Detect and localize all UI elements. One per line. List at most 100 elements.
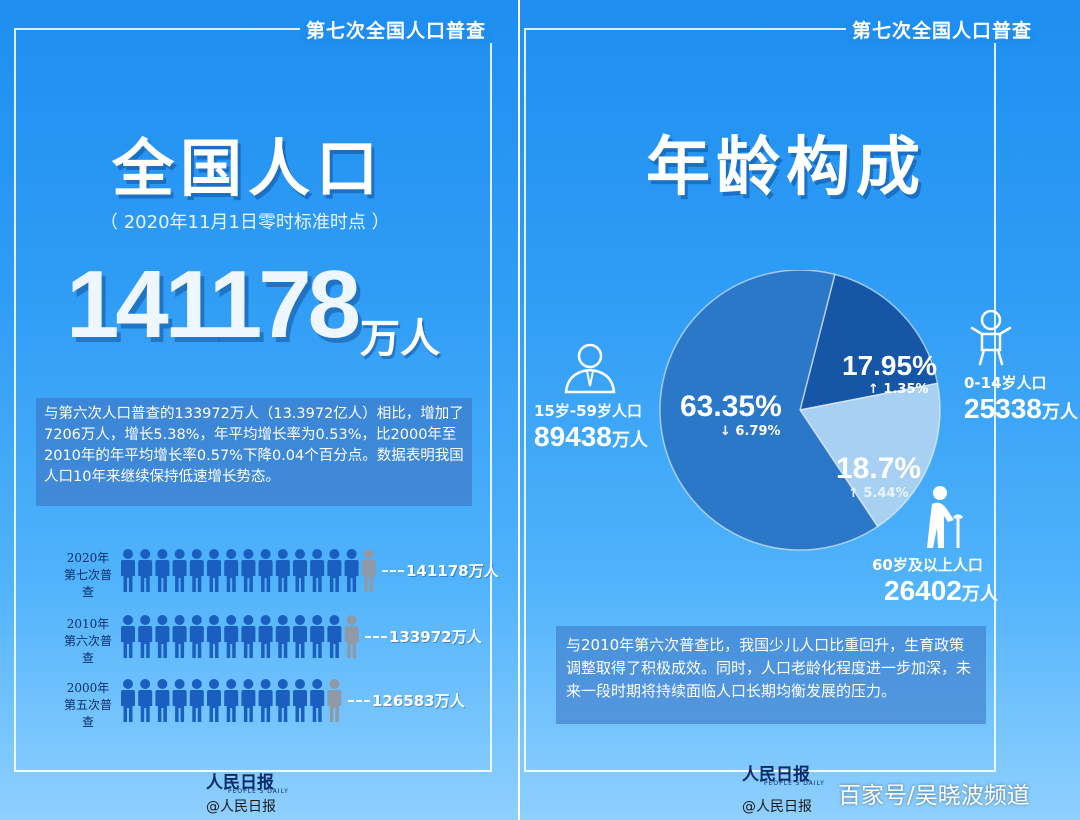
person-icon [241,679,256,722]
person-icon [172,615,187,658]
logo-subtext: PEOPLE'S DAILY [228,788,289,795]
census-name: 第七次普查 [63,568,112,599]
census-person-icons [121,615,359,658]
group-population-60plus: 26402 [884,575,962,606]
people-daily-logo: 人民日报 PEOPLE'S DAILY [206,768,288,795]
page-title: 年龄构成 [646,131,926,205]
person-icon [344,549,359,592]
group-population-15-59: 89438 [534,421,612,452]
person-icon [327,549,342,592]
census-name: 第六次普查 [63,634,112,665]
person-icon [189,615,204,658]
pie-change-60plus: ↑ 5.44% [848,486,909,501]
group-label-15-59: 15岁-59岁人口 89438万人 [534,400,648,453]
logo-text: 人民日报 [206,773,274,793]
census-leader-line [382,570,404,572]
elderly-icon [927,486,964,548]
page-subtitle: （ 2020年11月1日零时标准时点 ） [100,212,390,233]
person-icon [138,615,153,658]
pie-slice-15-59 [659,270,879,551]
person-icon [121,549,135,592]
census-leader-line [348,700,370,702]
person-icon [344,615,359,658]
person-icon [275,615,290,658]
logo-subtext: PEOPLE'S DAILY [764,780,825,787]
people-daily-logo: 人民日报 PEOPLE'S DAILY [742,760,824,787]
person-icon [258,679,273,722]
person-icon [293,549,307,592]
person-icon [155,615,170,658]
census-year: 2000年 [66,681,110,695]
person-icon [155,549,170,592]
group-name-15-59: 15岁-59岁人口 [534,402,642,420]
census-row-label: 2000年第五次普查 [62,680,114,731]
pie-percent-15-59: 63.35% [680,390,782,423]
census-person-icons [121,679,342,722]
person-icon [275,679,290,722]
page-title: 全国人口 [112,132,385,205]
header-tag: 第七次全国人口普查 [846,16,1039,43]
census-year: 2010年 [66,617,110,631]
person-icon [310,679,325,722]
watermark-text: 百家号/吴晓波频道 [838,783,1030,809]
population-unit: 万人 [360,316,440,362]
person-icon [189,679,204,722]
census-row-label: 2010年第六次普查 [62,616,114,667]
group-unit-15-59: 万人 [611,430,648,451]
summary-text: 与2010年第六次普查比，我国少儿人口比重回升，生育政策调整取得了积极成效。同时… [556,626,986,724]
census-value-label: 126583万人 [372,692,465,710]
right-infographic-panel: 第七次全国人口普查 年龄构成 63.35% ↓ 6.79% 17.95% ↑ 1… [520,0,1080,820]
person-icon [241,549,256,592]
group-name-60plus: 60岁及以上人口 [872,556,983,574]
header-tag: 第七次全国人口普查 [300,16,493,43]
census-value-label: 141178万人 [406,562,499,580]
summary-text: 与第六次人口普查的133972万人（13.3972亿人）相比，增加了7206万人… [36,398,472,506]
person-icon [121,615,135,658]
census-person-icons [121,549,376,592]
pie-slice-60plus [798,382,941,528]
person-icon [138,549,153,592]
adult-icon [564,343,616,394]
person-icon [241,615,256,658]
census-year: 2020年 [66,551,110,565]
census-value-label: 133972万人 [389,628,482,646]
person-icon [207,549,221,592]
person-icon [138,679,153,722]
person-icon [293,615,307,658]
panel-frame [524,28,996,772]
pie-slice-label-60plus: 18.7% ↑ 5.44% [836,452,921,501]
pie-percent-60plus: 18.7% [836,452,922,485]
census-leader-line [365,636,387,638]
pie-change-15-59: ↓ 6.79% [720,424,781,439]
pie-slice-label-15-59: 63.35% ↓ 6.79% [680,390,782,439]
person-icon [207,679,221,722]
group-label-0-14: 0-14岁人口 25338万人 [964,372,1078,425]
person-icon [327,615,342,658]
person-icon [189,549,204,592]
pie-change-0-14: ↑ 1.35% [868,382,929,397]
left-infographic-panel: 第七次全国人口普查 全国人口 （ 2020年11月1日零时标准时点 ） 1411… [0,0,518,820]
person-icon [121,679,135,722]
population-number: 141178 [66,251,361,358]
age-pie-chart [659,270,941,551]
census-name: 第五次普查 [63,698,112,729]
child-icon [970,309,1012,366]
group-unit-60plus: 万人 [961,584,998,605]
group-label-60plus: 60岁及以上人口 26402万人 [872,554,998,607]
person-icon [224,679,239,722]
panel-frame [14,28,492,772]
weibo-handle: @人民日报 [206,799,276,815]
person-icon [293,679,307,722]
person-icon [310,615,325,658]
group-name-0-14: 0-14岁人口 [964,374,1047,392]
group-population-0-14: 25338 [964,393,1042,424]
person-icon [172,679,187,722]
person-icon [155,679,170,722]
census-row-label: 2020年第七次普查 [62,550,114,601]
person-icon [327,679,342,722]
person-icon [258,549,273,592]
weibo-handle: @人民日报 [742,799,812,815]
person-icon [361,549,376,592]
person-icon [310,549,325,592]
group-unit-0-14: 万人 [1041,402,1078,423]
